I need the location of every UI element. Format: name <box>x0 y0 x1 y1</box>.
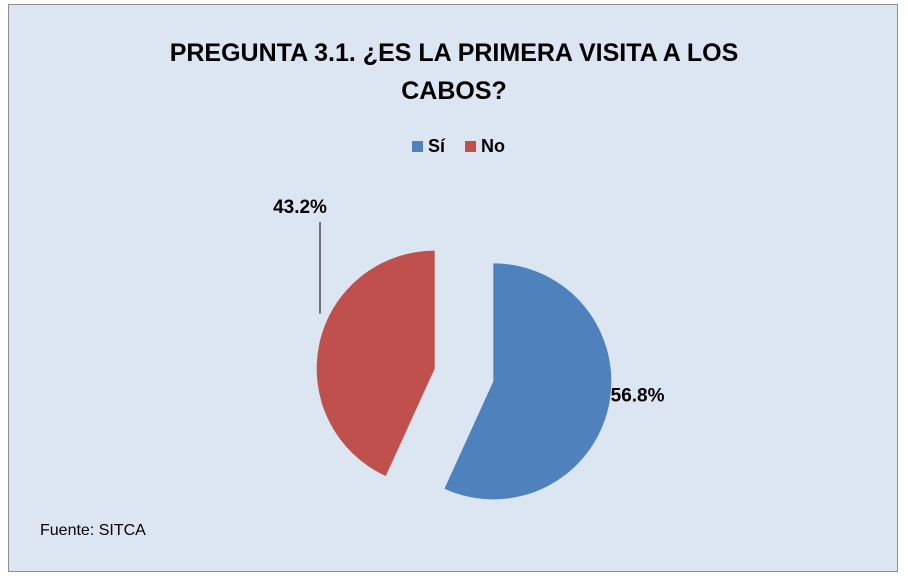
chart-title: PREGUNTA 3.1. ¿ES LA PRIMERA VISITA A LO… <box>169 39 739 105</box>
legend-label: No <box>481 136 505 156</box>
legend-label: Sí <box>428 136 446 156</box>
legend-swatch <box>412 141 423 152</box>
source-note: Fuente: SITCA <box>40 522 146 539</box>
data-label: 43.2% <box>273 197 327 218</box>
legend-swatch <box>465 141 477 152</box>
pie-slice <box>444 263 612 500</box>
data-label: 56.8% <box>611 385 665 406</box>
pie-slice <box>316 250 435 477</box>
